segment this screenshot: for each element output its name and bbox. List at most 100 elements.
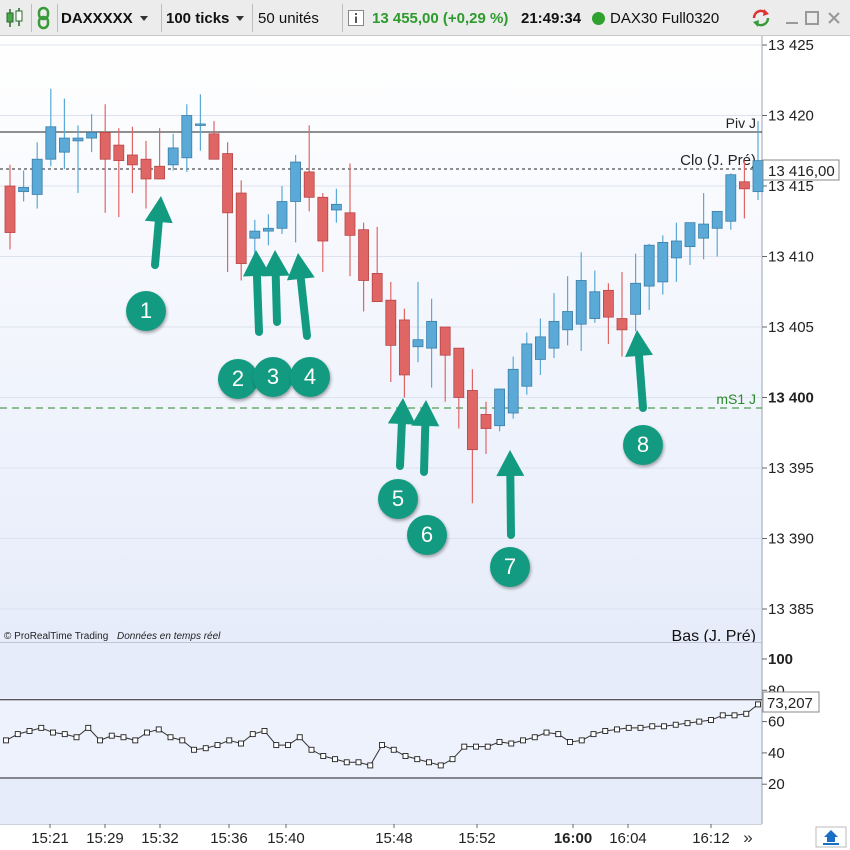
candle-body	[303, 171, 315, 198]
oscillator-point	[602, 728, 609, 734]
minimize-icon[interactable]	[784, 4, 802, 32]
candle	[616, 272, 628, 357]
refresh-icon[interactable]	[750, 4, 774, 32]
oscillator-point	[85, 724, 92, 731]
candle-body	[507, 368, 519, 414]
data-note-text: Données en temps réel	[117, 631, 221, 642]
oscillator-point	[320, 753, 327, 759]
arrow-head	[286, 253, 315, 281]
annotation-arrow	[261, 250, 290, 326]
candle-body	[317, 196, 329, 242]
marker-3: 3	[253, 357, 293, 397]
candle-body	[412, 339, 424, 348]
candle	[684, 222, 696, 265]
time-label: 15:32	[141, 830, 179, 847]
previous-low-label: Bas (J. Pré)	[672, 628, 756, 642]
candle	[317, 193, 329, 273]
oscillator-point	[708, 717, 714, 723]
units-field[interactable]: 50 unités	[258, 4, 340, 32]
scroll-up-icon[interactable]	[815, 826, 847, 848]
instrument-name: DAX30 Full0320	[610, 4, 738, 32]
candle-body	[99, 132, 111, 160]
link-icon[interactable]	[34, 4, 56, 32]
oscillator-point	[261, 728, 268, 734]
price-tick-label: 13 385	[768, 601, 814, 618]
candle	[711, 210, 723, 257]
candles	[4, 88, 764, 504]
oscillator-point	[50, 729, 56, 736]
oscillator-point	[743, 710, 750, 717]
oscillator-point	[520, 737, 526, 744]
candle	[698, 193, 709, 260]
candle-body	[480, 414, 492, 429]
oscillator-point	[567, 738, 573, 745]
candle	[589, 270, 601, 323]
candle	[725, 173, 737, 230]
oscillator-tick-label: 20	[768, 776, 785, 793]
symbol-label: DAXXXXX	[61, 9, 133, 27]
oscillator-point	[214, 742, 221, 749]
candle-body	[167, 147, 179, 166]
candlestick-icon[interactable]	[4, 4, 30, 32]
candle-body	[657, 241, 669, 283]
scroll-right-button[interactable]: »	[743, 828, 752, 847]
candle-body	[711, 210, 723, 229]
copyright-text: © ProRealTime Trading	[4, 631, 108, 642]
interval-label: 100 ticks	[166, 9, 230, 27]
pivot-label: Piv J	[726, 115, 756, 131]
candle	[439, 326, 451, 402]
oscillator-point	[226, 737, 233, 744]
candle	[385, 281, 397, 382]
candle	[562, 276, 573, 346]
candle-body	[589, 291, 601, 319]
time-label: 15:21	[31, 830, 69, 847]
candle	[371, 226, 383, 303]
annotation-arrow	[144, 196, 173, 269]
candle-body	[603, 289, 614, 318]
annotation-arrow	[411, 400, 440, 476]
maximize-icon[interactable]	[804, 4, 822, 32]
candle	[113, 128, 125, 218]
price-tick-label: 13 425	[768, 37, 814, 54]
interval-dropdown[interactable]: 100 ticks	[166, 4, 252, 32]
arrow-shaft	[296, 274, 311, 340]
clock: 21:49:34	[521, 4, 591, 32]
arrow-shaft	[252, 271, 263, 336]
symbol-dropdown[interactable]: DAXXXXX	[61, 4, 159, 32]
close-icon[interactable]	[826, 4, 844, 32]
marker-7: 7	[490, 547, 530, 587]
candle	[99, 104, 111, 213]
status-dot-icon	[592, 4, 608, 32]
candle-body	[344, 212, 356, 236]
annotation-arrow	[387, 398, 416, 470]
info-icon[interactable]	[348, 4, 366, 32]
oscillator-point	[3, 737, 9, 744]
oscillator-point	[155, 726, 162, 733]
oscillator-point	[684, 720, 691, 727]
candle-body	[371, 273, 383, 303]
candle	[31, 142, 43, 209]
oscillator-point	[461, 743, 468, 750]
time-label: 16:04	[609, 830, 647, 847]
oscillator-point	[144, 729, 150, 736]
instrument-label: DAX30 Full0320	[610, 9, 720, 27]
candle-body	[562, 311, 573, 331]
time-label: 15:52	[458, 830, 496, 847]
candle-body	[752, 160, 764, 193]
candle	[303, 125, 315, 212]
candle	[72, 125, 84, 194]
candle	[86, 114, 97, 153]
oscillator-point	[496, 738, 503, 745]
candle	[194, 94, 206, 151]
clock-time: 21:49:34	[521, 9, 582, 27]
candle-body	[194, 123, 206, 126]
units-label: 50 unités	[258, 9, 319, 27]
ms1-label: mS1 J	[716, 391, 756, 407]
annotation-arrow	[496, 450, 525, 539]
candle-body	[208, 133, 220, 160]
oscillator-point	[649, 723, 656, 730]
candle-body	[290, 161, 302, 202]
price-tick-label: 13 390	[768, 531, 814, 548]
